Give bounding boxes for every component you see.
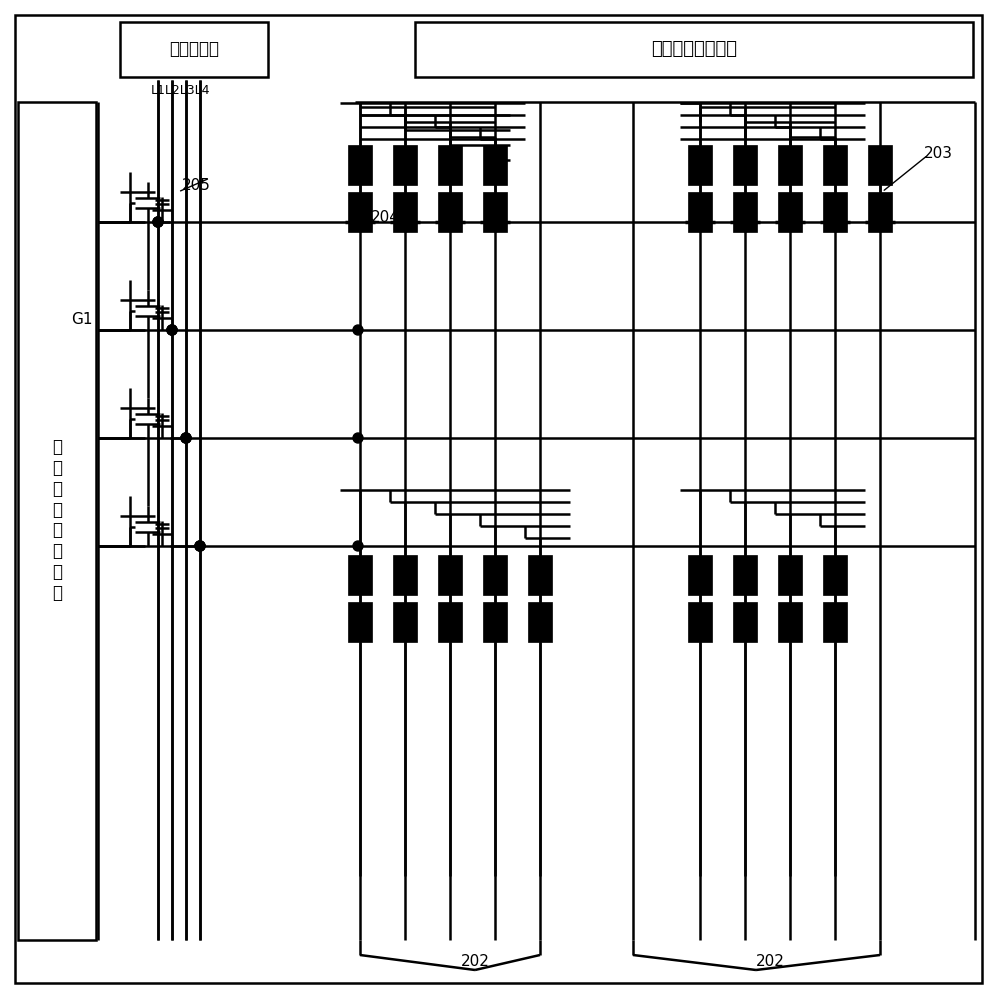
Bar [483,602,507,642]
Bar [688,145,712,185]
Bar [688,192,712,232]
Bar [393,192,417,232]
Bar [393,555,417,595]
Circle shape [195,541,205,551]
Bar [393,602,417,642]
Bar [868,192,892,232]
Bar [348,602,372,642]
Text: 数据驱动集成电路: 数据驱动集成电路 [651,40,737,58]
Bar [415,22,973,77]
Bar [823,145,847,185]
Circle shape [167,325,177,335]
Bar [528,602,552,642]
Bar [18,102,96,940]
Bar [483,192,507,232]
Bar [823,602,847,642]
Circle shape [181,433,191,443]
Text: L1L2L3L4: L1L2L3L4 [151,84,209,97]
Bar [778,555,802,595]
Text: 202: 202 [756,954,785,970]
Text: 203: 203 [923,145,952,160]
Bar [823,192,847,232]
Bar [823,555,847,595]
Text: 204: 204 [371,211,400,226]
Bar [733,602,757,642]
Bar [778,602,802,642]
Bar [348,145,372,185]
Circle shape [153,217,163,227]
Bar [438,555,462,595]
Bar [688,555,712,595]
Text: 202: 202 [461,954,490,970]
Bar [688,602,712,642]
Bar [733,192,757,232]
Text: 205: 205 [182,178,211,192]
Bar [733,145,757,185]
Circle shape [181,433,191,443]
Bar [438,145,462,185]
Bar [778,192,802,232]
Circle shape [167,325,177,335]
Circle shape [153,217,163,227]
Bar [483,145,507,185]
Circle shape [195,541,205,551]
Circle shape [353,541,363,551]
Bar [778,145,802,185]
Bar [868,145,892,185]
Bar [393,145,417,185]
Bar [483,555,507,595]
Circle shape [167,325,177,335]
Bar [438,192,462,232]
Circle shape [353,217,363,227]
Bar [120,22,268,77]
Text: 时序控制器: 时序控制器 [169,40,219,58]
Circle shape [353,325,363,335]
Bar [528,555,552,595]
Text: G1: G1 [71,312,93,328]
Bar [348,555,372,595]
Bar [348,192,372,232]
Circle shape [195,541,205,551]
Bar [438,602,462,642]
Circle shape [353,433,363,443]
Bar [733,555,757,595]
Text: 扫
描
驱
动
集
成
电
路: 扫 描 驱 动 集 成 电 路 [52,438,62,602]
Circle shape [153,217,163,227]
Circle shape [181,433,191,443]
